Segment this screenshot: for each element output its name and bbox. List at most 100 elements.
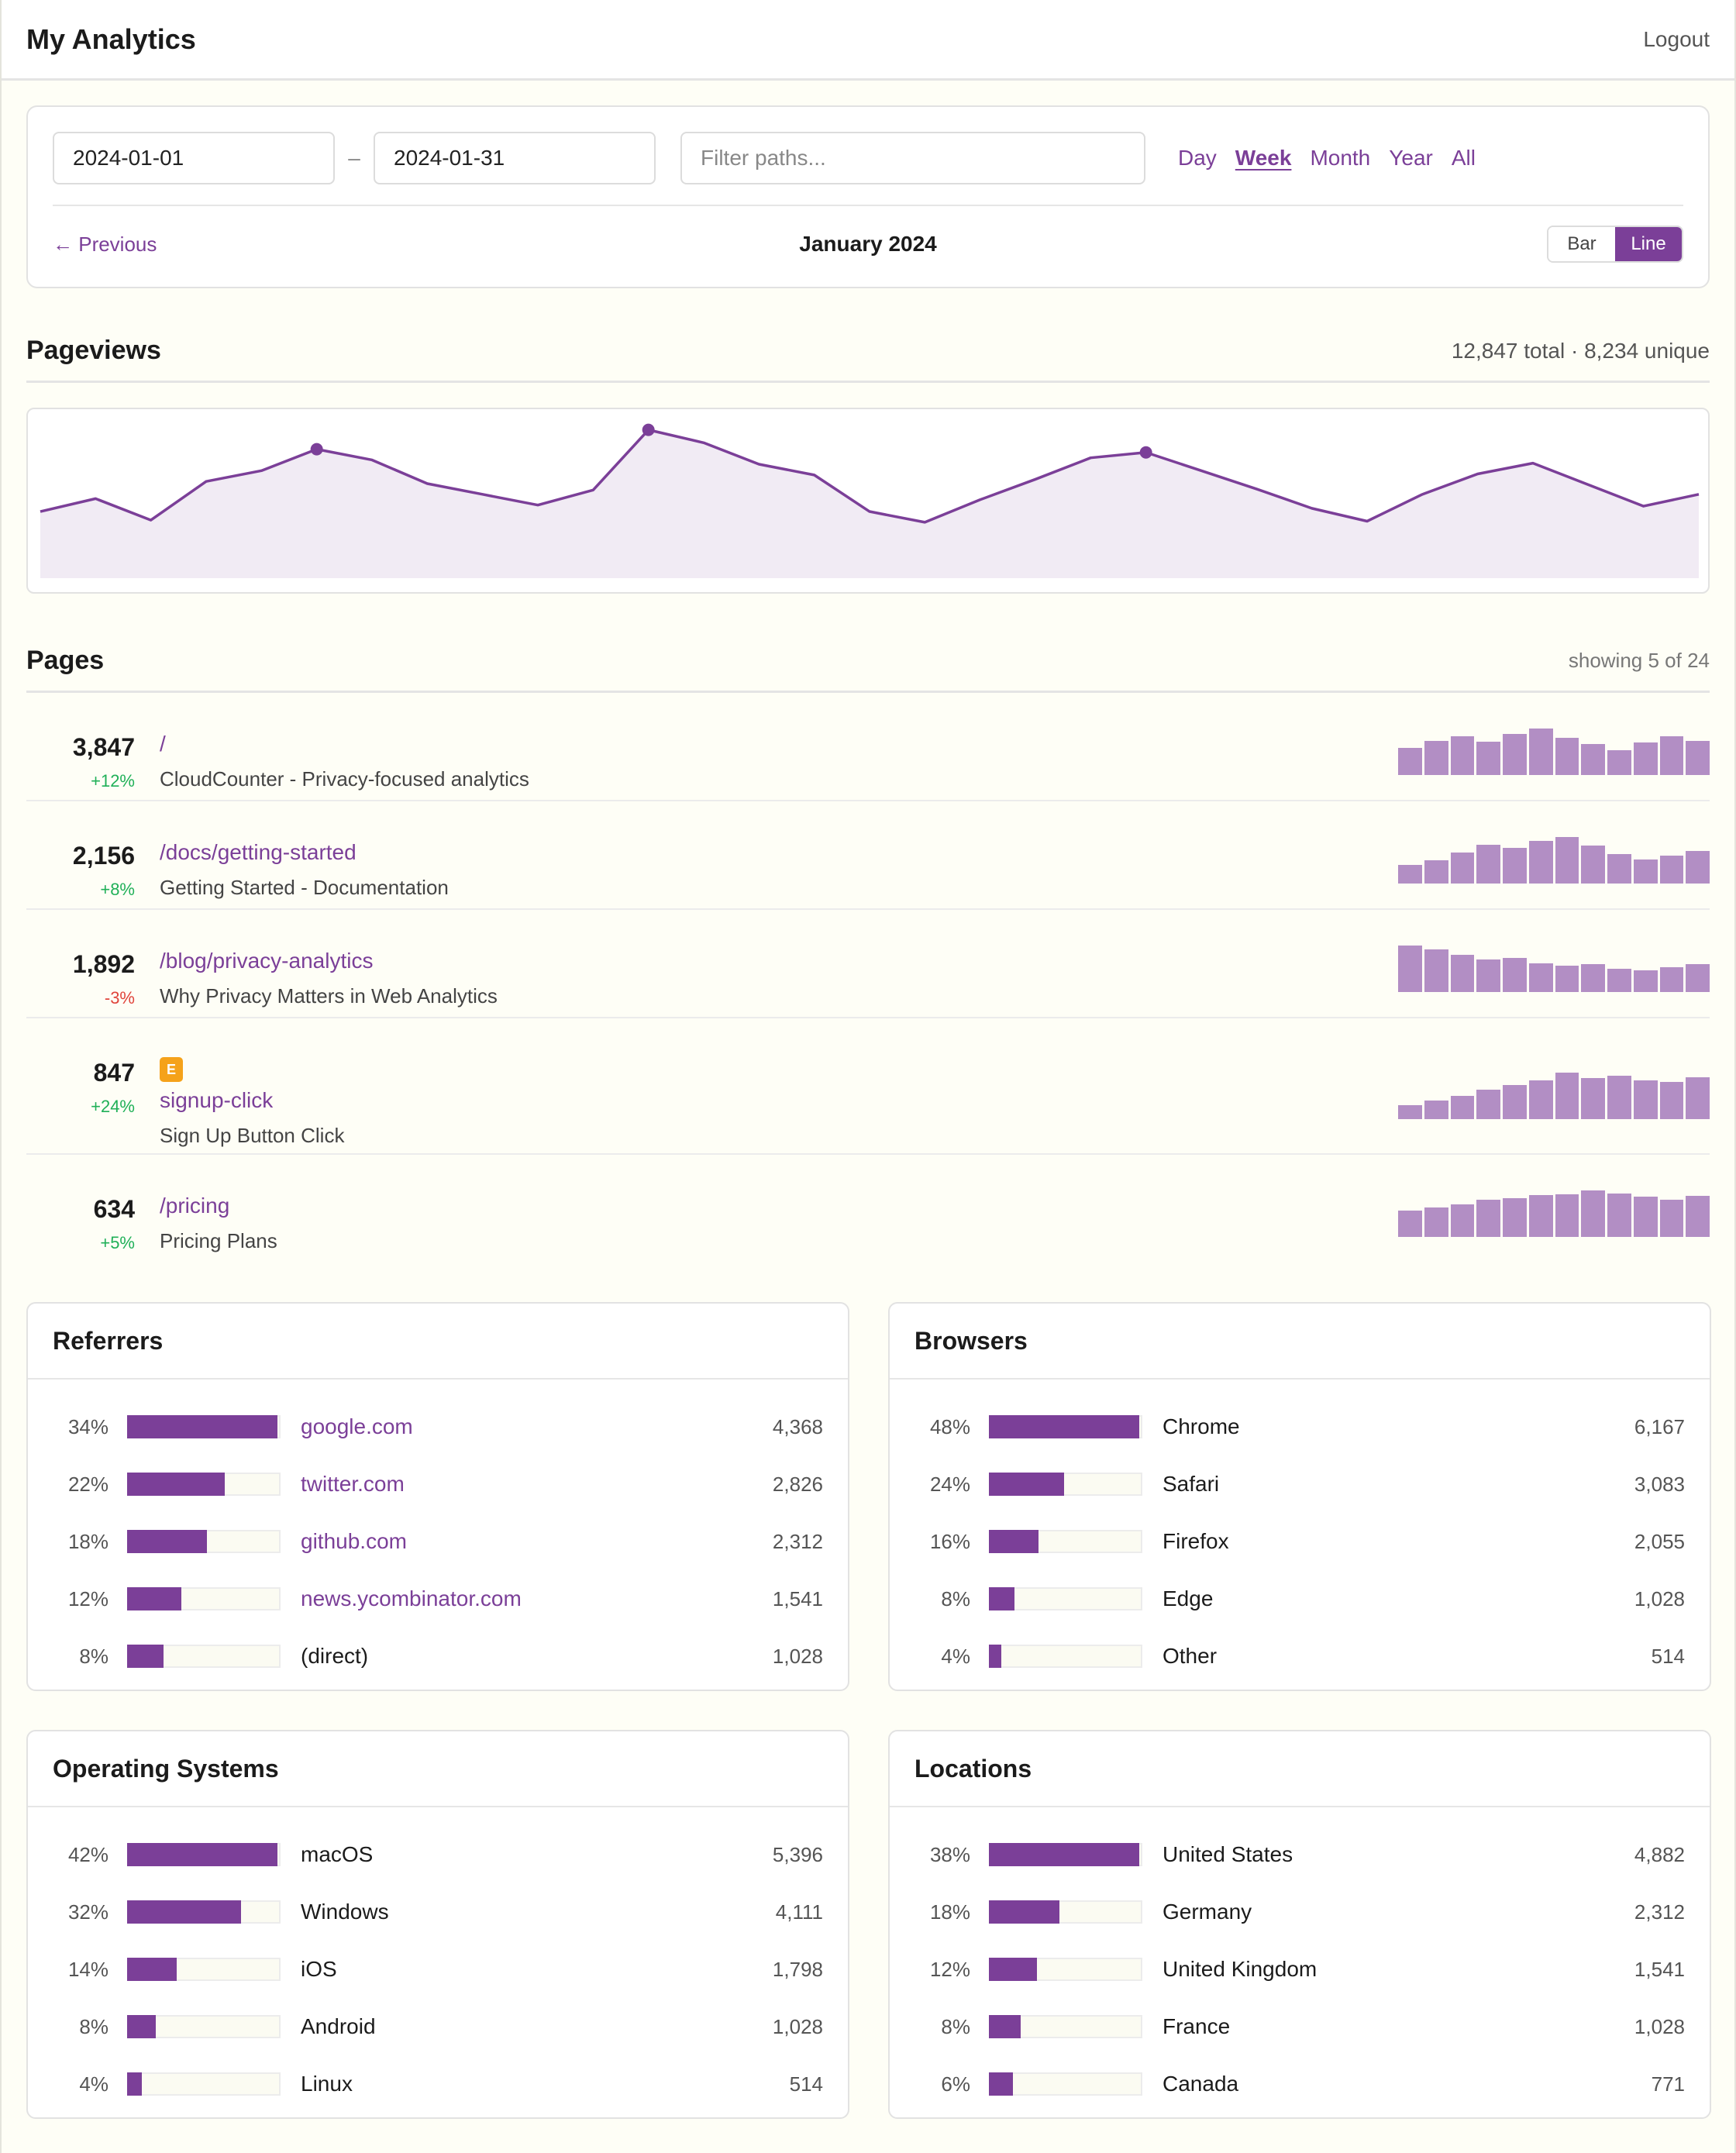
stat-label-link[interactable]: google.com [301, 1414, 413, 1438]
period-day-link[interactable]: Day [1178, 146, 1217, 170]
sparkline-bar [1607, 969, 1631, 992]
sparkline-bar [1528, 963, 1553, 992]
stat-bar-fill [989, 2015, 1021, 2038]
stat-row: 16% Firefox 2,055 [914, 1513, 1685, 1570]
sparkline-bar [1503, 848, 1527, 884]
stat-percent: 38% [929, 1842, 970, 1866]
sparkline-bar [1607, 1076, 1631, 1119]
operating-systems-card: Operating Systems 42% macOS 5,396 32% Windows… [26, 1730, 849, 2119]
pageviews-area [40, 429, 1699, 578]
period-year-link[interactable]: Year [1389, 146, 1433, 170]
pageviews-title: Pageviews [26, 336, 161, 365]
page-row[interactable]: 634 +5% /pricing Pricing Plans [26, 1155, 1710, 1263]
page-row-info: / CloudCounter - Privacy-focused analytic… [135, 693, 1710, 800]
stat-row: 4% Other 514 [914, 1628, 1685, 1685]
stat-row: 8% Android 1,028 [53, 1998, 823, 2055]
sparkline-bar [1476, 742, 1500, 775]
page-row-stats: 3,847 +12% [26, 693, 135, 800]
stat-label: Android [301, 2014, 376, 2038]
stat-bar-fill [127, 1900, 242, 1924]
logout-link[interactable]: Logout [1643, 26, 1710, 51]
sparkline-bar [1686, 1077, 1710, 1119]
stat-bar [989, 1530, 1142, 1553]
stat-label-link[interactable]: twitter.com [301, 1472, 405, 1496]
stat-label-link[interactable]: github.com [301, 1529, 407, 1553]
sparkline-bar [1450, 955, 1475, 992]
page-path-link[interactable]: /blog/privacy-analytics [160, 949, 374, 973]
stat-value: 5,396 [772, 1842, 823, 1866]
pageviews-chart-svg [40, 423, 1700, 578]
stat-row: 4% Linux 514 [53, 2055, 823, 2113]
stat-bar-fill [989, 1587, 1014, 1610]
card-title: Referrers [53, 1326, 164, 1355]
sparkline-bar [1555, 738, 1579, 775]
chart-type-toggle: Bar Line [1547, 226, 1683, 263]
sparkline-bar [1659, 1200, 1684, 1237]
page-row[interactable]: 1,892 -3% /blog/privacy-analytics Why Priva… [26, 910, 1710, 1018]
date-separator: – [348, 146, 360, 170]
period-all-link[interactable]: All [1451, 146, 1476, 170]
stat-percent: 12% [929, 1957, 970, 1981]
stat-bar [127, 1958, 281, 1981]
page-path-link[interactable]: signup-click [160, 1088, 274, 1112]
sparkline-bar [1528, 841, 1553, 884]
date-to-input[interactable] [374, 132, 656, 184]
stat-percent: 6% [941, 2072, 970, 2096]
stat-row: 12% United Kingdom 1,541 [914, 1941, 1685, 1998]
stat-bar [127, 2015, 281, 2038]
stat-value: 1,028 [1634, 1586, 1685, 1610]
stat-label: Chrome [1162, 1414, 1240, 1438]
stat-bar [989, 1900, 1142, 1924]
stat-bar [127, 1415, 281, 1438]
stat-bar-fill [127, 1645, 164, 1668]
stat-percent: 24% [929, 1472, 970, 1496]
stat-bar [989, 1843, 1142, 1866]
page-change-percent: +8% [100, 880, 135, 899]
sparkline-bar [1633, 970, 1658, 992]
stat-bar [127, 1587, 281, 1610]
pageviews-point[interactable] [1139, 446, 1152, 459]
sparkline-bar [1633, 742, 1658, 775]
date-from-input[interactable] [53, 132, 335, 184]
pageviews-point[interactable] [310, 443, 323, 456]
sparkline-bar [1424, 1207, 1448, 1237]
sparkline-bar [1503, 1198, 1527, 1237]
stat-bar-fill [989, 1473, 1064, 1496]
stat-value: 1,541 [1634, 1957, 1685, 1981]
sparkline-bar [1398, 946, 1422, 992]
stat-value: 6,167 [1634, 1414, 1685, 1438]
period-selector: Day Week Month Year All [1178, 146, 1494, 171]
period-week-link[interactable]: Week [1235, 146, 1292, 170]
page-row[interactable]: 2,156 +8% /docs/getting-started Getting Sta… [26, 801, 1710, 910]
pageviews-point[interactable] [642, 423, 655, 436]
sparkline-bar [1659, 1082, 1684, 1119]
stat-value: 1,541 [772, 1586, 823, 1610]
pages-list: 3,847 +12% / CloudCounter - Privacy-focused… [26, 693, 1710, 1263]
chart-type-bar-button[interactable]: Bar [1548, 227, 1615, 261]
page-path-link[interactable]: / [160, 732, 166, 756]
pageviews-header: Pageviews 12,847 total · 8,234 unique [26, 321, 1710, 383]
period-month-link[interactable]: Month [1310, 146, 1371, 170]
stat-percent: 14% [67, 1957, 108, 1981]
page-row-info: /blog/privacy-analytics Why Privacy Matte… [135, 910, 1710, 1017]
stats-cards: Referrers 34% google.com 4,368 22% twitter.co… [26, 1302, 1711, 2119]
stat-value: 2,826 [772, 1472, 823, 1496]
stat-bar-fill [989, 1843, 1139, 1866]
page-path-link[interactable]: /docs/getting-started [160, 840, 356, 864]
stat-bar [989, 1958, 1142, 1981]
stat-bar [127, 1473, 281, 1496]
stat-row: 18% Germany 2,312 [914, 1883, 1685, 1941]
page-path-link[interactable]: /pricing [160, 1194, 230, 1218]
chart-type-line-button[interactable]: Line [1615, 227, 1682, 261]
page-row[interactable]: 3,847 +12% / CloudCounter - Privacy-focused… [26, 693, 1710, 801]
stat-bar-fill [127, 1958, 177, 1981]
page-change-percent: +24% [91, 1097, 135, 1116]
stat-label-link[interactable]: news.ycombinator.com [301, 1586, 522, 1610]
controls-panel: – Day Week Month Year All ← Previous January… [26, 105, 1710, 288]
stat-percent: 42% [67, 1842, 108, 1866]
stat-value: 1,798 [772, 1957, 823, 1981]
page-change-percent: +12% [91, 771, 135, 791]
filter-paths-input[interactable] [680, 132, 1145, 184]
previous-link[interactable]: ← Previous [53, 232, 157, 256]
